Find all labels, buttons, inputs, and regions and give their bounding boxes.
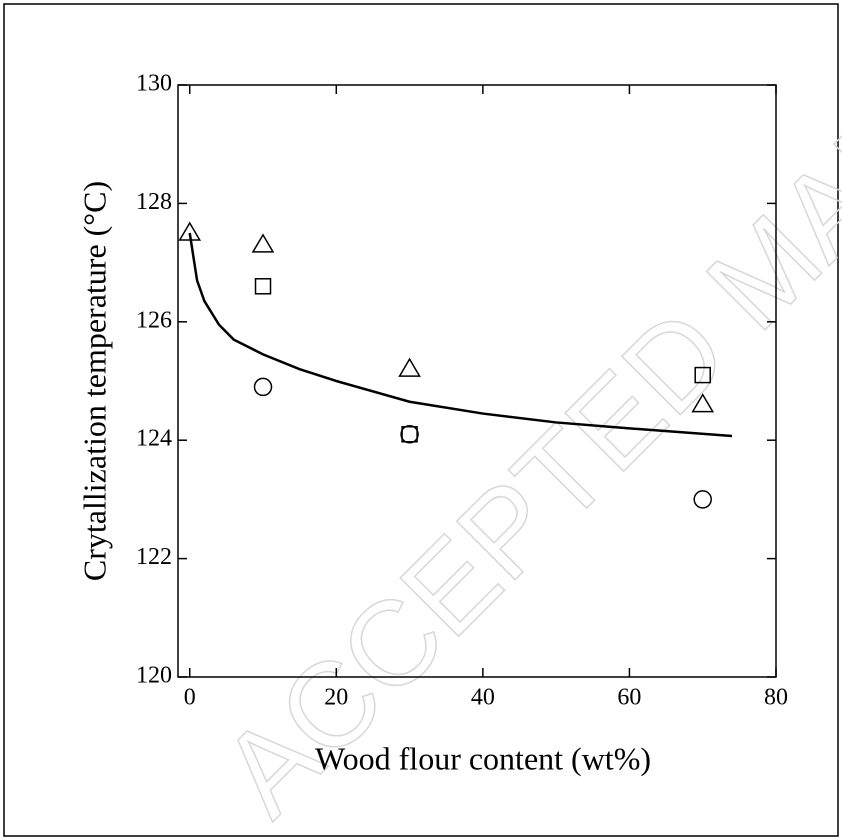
triangle-point [178, 221, 202, 241]
y-tick-label: 122 [136, 544, 172, 570]
y-tick-label: 128 [136, 189, 172, 215]
x-tick-label: 0 [184, 685, 196, 711]
y-axis-label: Crytallization temperature (°C) [76, 181, 112, 581]
x-tick-label: 60 [617, 685, 641, 711]
square-point [254, 278, 272, 295]
triangle-point [398, 357, 421, 377]
triangle-point [691, 393, 715, 413]
square-point [694, 366, 711, 384]
fit-curve [188, 232, 733, 438]
triangle-point [251, 233, 275, 253]
x-tick-label: 80 [764, 685, 788, 711]
x-axis-label: Wood flour content (wt%) [315, 740, 651, 776]
x-tick-label: 20 [324, 685, 348, 711]
x-tick-label: 40 [471, 685, 495, 711]
plot-area [177, 84, 777, 678]
watermark: ACCEPTED MANUSCRIPT [196, 0, 842, 840]
y-tick-label: 126 [136, 307, 172, 333]
y-tick-label: 120 [136, 663, 172, 689]
frame [3, 3, 839, 837]
square-point [401, 426, 418, 443]
y-tick-label: 124 [136, 426, 172, 452]
circle-point [253, 377, 273, 397]
y-tick-label: 130 [136, 71, 172, 97]
circle-point [693, 490, 712, 509]
circle-point [400, 425, 419, 444]
